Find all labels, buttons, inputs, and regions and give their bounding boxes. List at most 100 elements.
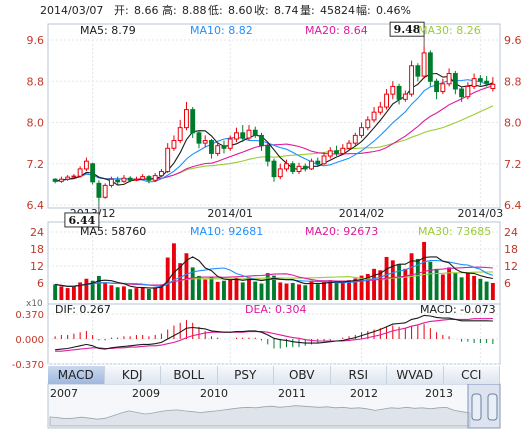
volume-bar	[153, 287, 158, 300]
candle-body	[65, 176, 71, 180]
volume-bar	[328, 280, 333, 300]
candle-body	[477, 78, 483, 82]
candle-body	[71, 175, 77, 178]
candle-body	[127, 177, 133, 181]
volume-bar	[84, 278, 89, 300]
volume-bar	[146, 288, 151, 300]
candle-body	[390, 85, 396, 95]
candle-body	[140, 176, 146, 180]
volume-bar	[465, 273, 470, 300]
volume-bar	[197, 275, 201, 300]
navigator-year-label: 2012	[350, 387, 378, 400]
macd-tick-left: -0.370	[12, 360, 44, 371]
header-close-label: 收:	[254, 3, 269, 17]
candle-body	[340, 147, 346, 154]
candle-body	[115, 179, 121, 183]
candle-body	[58, 178, 64, 182]
price-legend-item: MA20: 8.64	[305, 24, 368, 37]
tab-cci[interactable]: CCI	[443, 366, 500, 384]
volume-bar	[309, 280, 314, 300]
volume-bar	[265, 273, 270, 300]
candle-body	[121, 177, 127, 182]
volume-tick-left: 6	[37, 277, 44, 290]
volume-bar	[128, 289, 133, 300]
tab-psy[interactable]: PSY	[217, 366, 274, 384]
price-tick-left: 9.6	[27, 34, 45, 47]
volume-bar	[115, 287, 120, 300]
candle-body	[52, 178, 58, 182]
volume-bar	[71, 285, 76, 300]
volume-tick-left: 24	[30, 226, 44, 239]
price-tick-left: 6.4	[27, 199, 45, 212]
volume-bar	[53, 284, 58, 300]
candle-body	[334, 150, 339, 154]
macd-legend-item: DIF: 0.267	[55, 303, 111, 316]
volume-ma10-line	[55, 260, 494, 288]
candle-body	[384, 93, 390, 108]
navigator-year-label: 2009	[132, 387, 160, 400]
price-tick-right: 6.4	[504, 199, 522, 212]
candle-body	[184, 109, 189, 129]
candle-body	[315, 160, 321, 165]
volume-bar	[103, 283, 108, 300]
tab-kdj[interactable]: KDJ	[104, 366, 161, 384]
volume-bar	[247, 277, 251, 300]
tab-wvad[interactable]: WVAD	[387, 366, 444, 384]
volume-bar	[397, 264, 402, 300]
volume-legend-item: MA20: 92673	[305, 225, 378, 238]
candle-body	[471, 78, 477, 87]
volume-bar	[228, 278, 233, 300]
navigator-year-label: 2013	[425, 387, 453, 400]
candle-body	[346, 142, 352, 149]
header-change-label: 幅:	[356, 4, 371, 17]
navigator-left-handle[interactable]	[471, 393, 482, 421]
candle-body	[146, 176, 152, 181]
navigator-year-label: 2010	[200, 387, 228, 400]
volume-bar	[240, 282, 245, 300]
navigator-right-handle[interactable]	[487, 393, 498, 421]
candle-body	[415, 65, 421, 77]
volume-bar	[215, 281, 220, 300]
dif-line	[55, 314, 493, 351]
volume-bar	[297, 284, 301, 300]
price-tick-left: 8.8	[27, 75, 45, 88]
candle-body	[240, 132, 246, 139]
max-price-box	[389, 21, 425, 37]
candle-body	[259, 134, 264, 147]
candle-body	[434, 80, 440, 93]
volume-bar	[59, 286, 64, 300]
price-tick-right: 9.6	[504, 34, 522, 47]
tab-obv[interactable]: OBV	[274, 366, 331, 384]
macd-legend-item: DEA: 0.304	[245, 303, 306, 316]
macd-legend-item: MACD: -0.073	[420, 303, 496, 316]
volume-bar	[334, 282, 339, 300]
candle-body	[302, 165, 308, 170]
volume-bar	[403, 268, 408, 300]
volume-legend-item: MA30: 73685	[418, 225, 491, 238]
candle-body	[215, 145, 221, 154]
navigator-area	[49, 405, 471, 427]
volume-bar	[434, 268, 439, 300]
volume-legend-item: MA5: 58760	[80, 225, 146, 238]
candle-body	[177, 127, 183, 142]
dea-line	[55, 317, 493, 352]
candle-body	[221, 145, 227, 149]
volume-bar	[478, 278, 483, 300]
volume-bar	[259, 283, 264, 300]
tab-boll[interactable]: BOLL	[161, 366, 218, 384]
volume-bar	[109, 285, 114, 300]
volume-unit-label: x10	[26, 299, 43, 309]
candle-body	[83, 160, 89, 170]
header-open: 8.66	[134, 4, 159, 17]
date-tick-label: 2014/02	[339, 207, 385, 220]
candle-body	[252, 129, 258, 136]
tab-rsi[interactable]: RSI	[330, 366, 387, 384]
volume-bar	[222, 280, 226, 300]
tab-macd[interactable]: MACD	[48, 366, 105, 384]
volume-bar	[234, 277, 239, 300]
candle-body	[90, 163, 96, 183]
indicator-tab-bar: MACD KDJ BOLL PSY OBV RSI WVAD CCI	[48, 366, 500, 384]
candle-body	[409, 65, 415, 95]
candle-body	[440, 83, 446, 93]
